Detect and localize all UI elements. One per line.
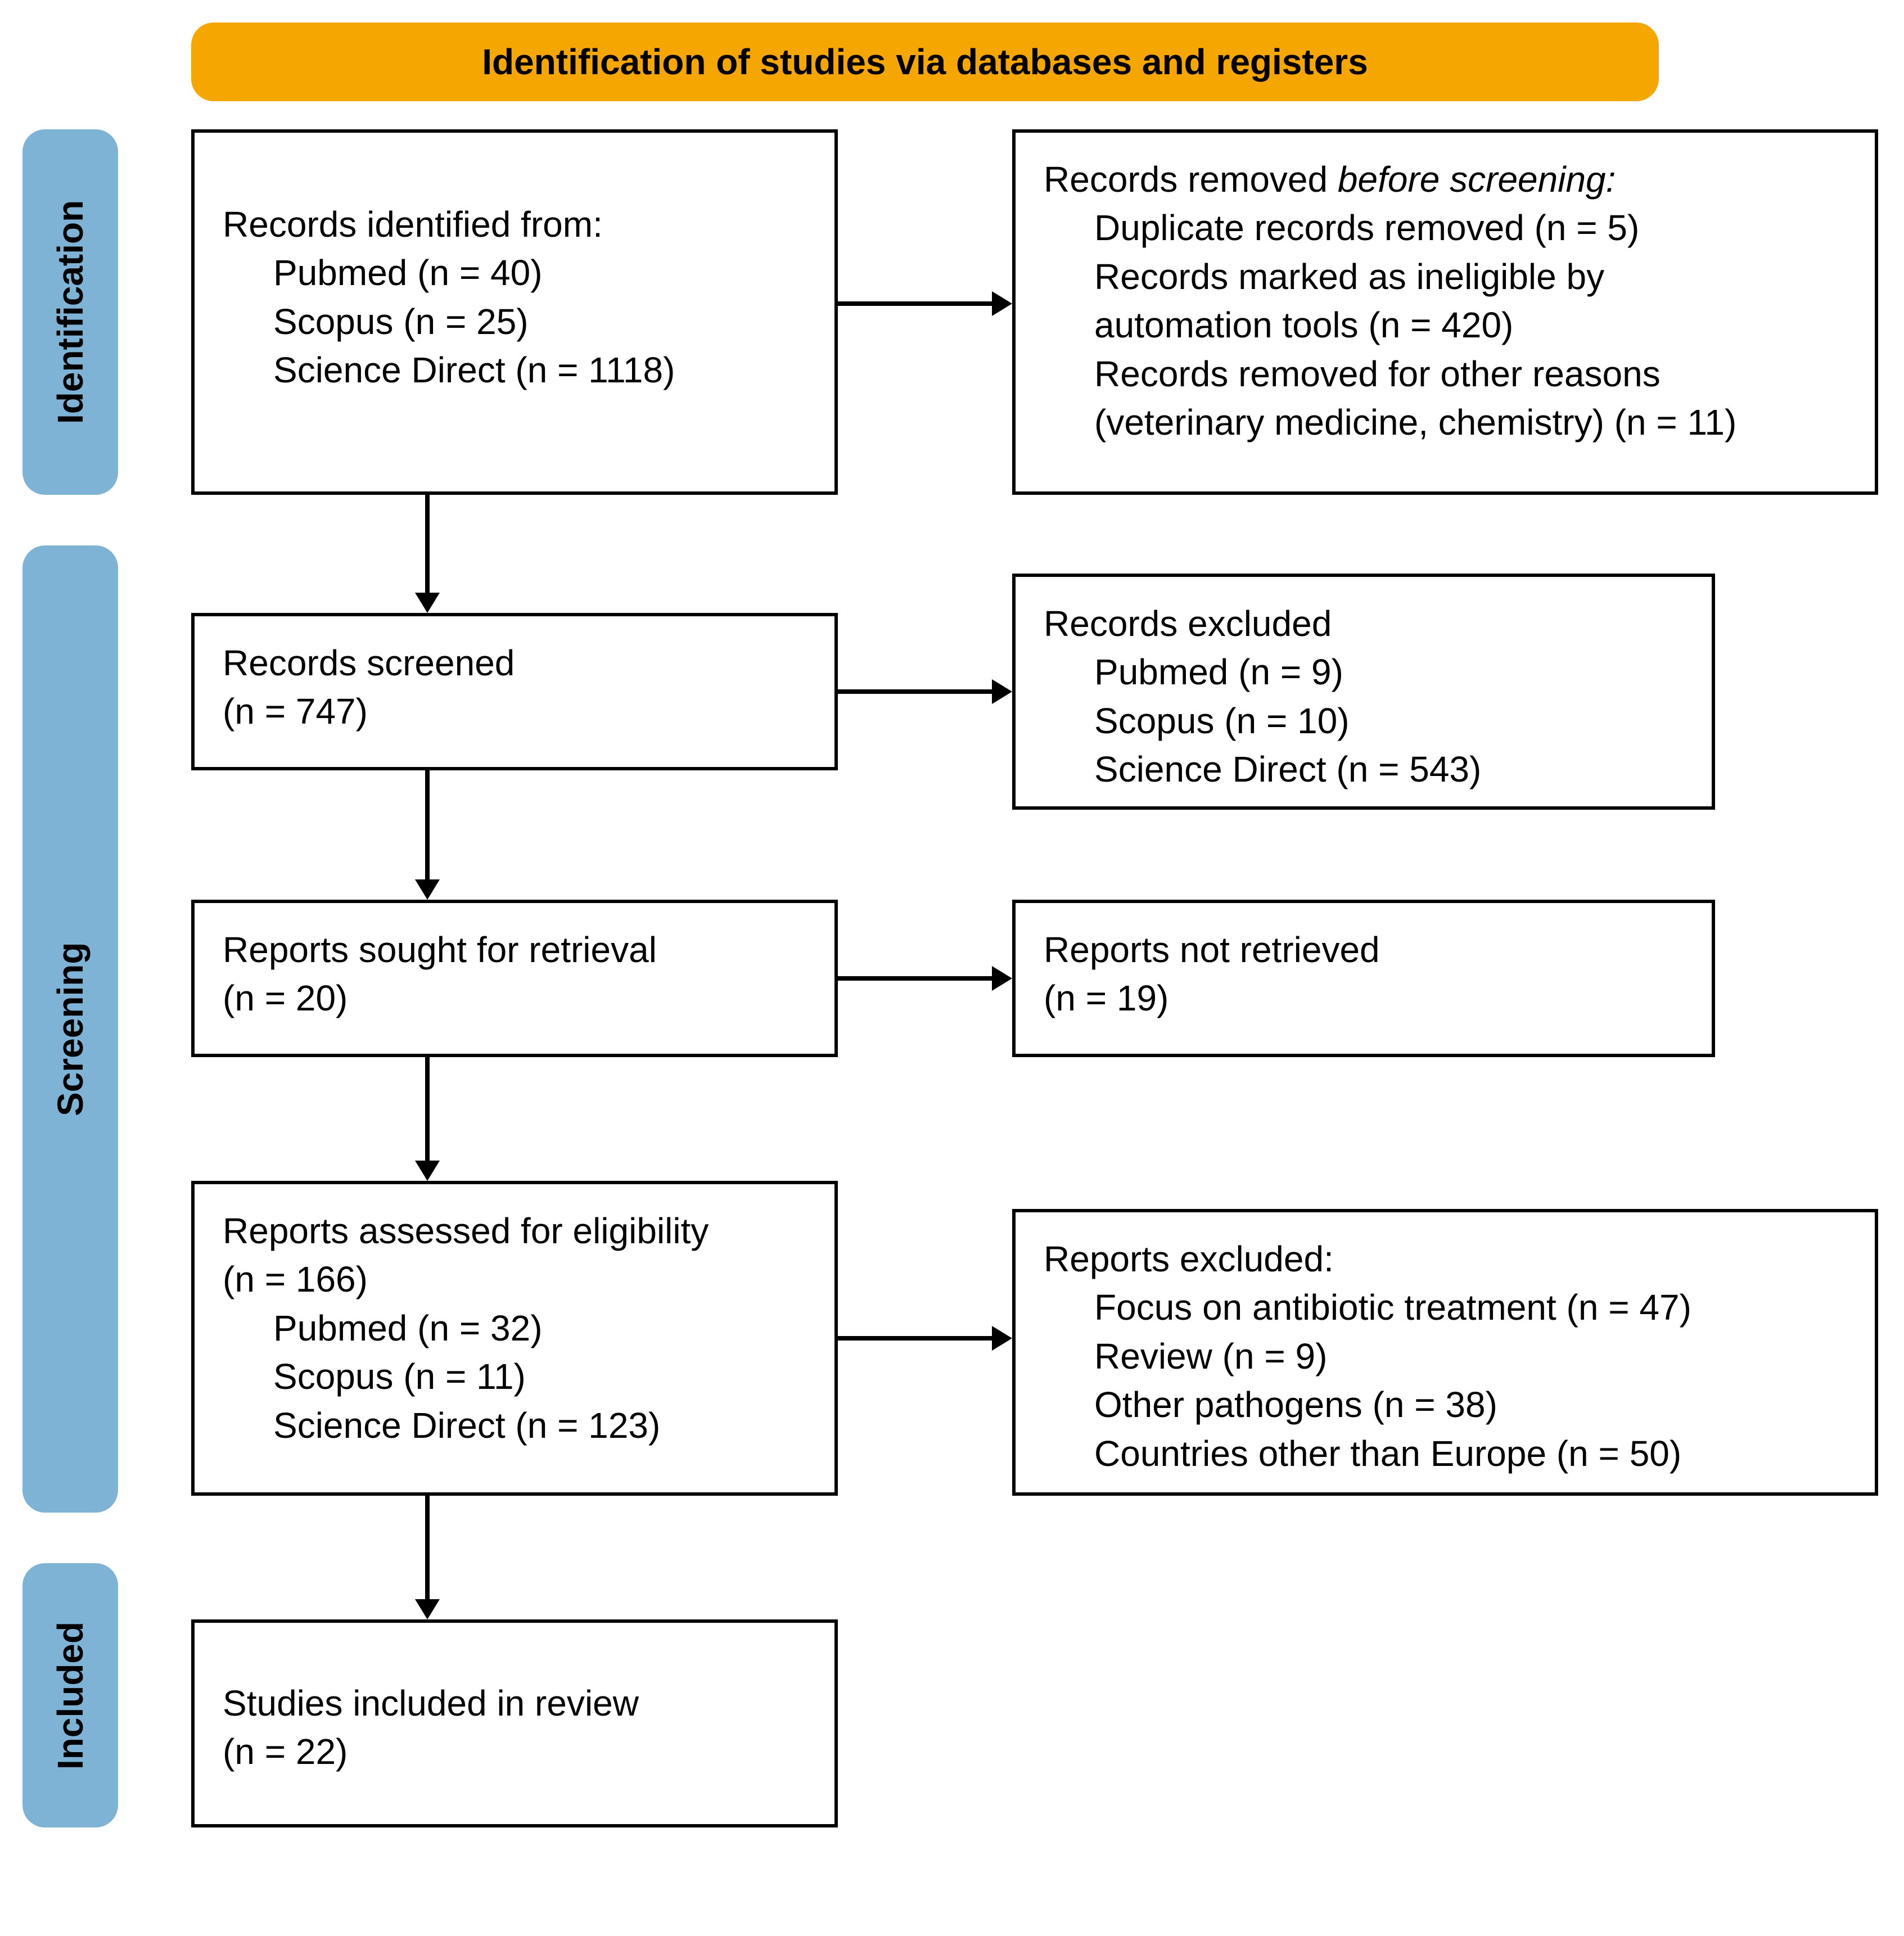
arrow-head-right-icon — [992, 966, 1012, 991]
box-item: Records removed for other reasons — [1044, 350, 1847, 398]
box-item: Pubmed (n = 32) — [223, 1304, 806, 1352]
box-item: (veterinary medicine, chemistry) (n = 11… — [1044, 398, 1847, 446]
box-title-italic: before screening: — [1338, 159, 1616, 200]
box-line2: (n = 22) — [223, 1727, 806, 1776]
arrow-line — [838, 689, 992, 694]
arrow-line — [838, 1336, 992, 1341]
box-subtitle: (n = 166) — [223, 1255, 806, 1303]
box-line2: (n = 20) — [223, 974, 806, 1022]
header-text: Identification of studies via databases … — [482, 41, 1368, 83]
box-title: Records identified from: — [223, 200, 806, 249]
box-item: Science Direct (n = 1118) — [223, 346, 806, 394]
box-reports-sought: Reports sought for retrieval(n = 20) — [191, 900, 838, 1057]
box-item: Pubmed (n = 9) — [1044, 648, 1684, 696]
arrow-head-down-icon — [415, 879, 440, 900]
arrow-line — [425, 495, 430, 593]
phase-label-text: Identification — [49, 200, 91, 424]
header-banner: Identification of studies via databases … — [191, 22, 1659, 101]
box-item: Duplicate records removed (n = 5) — [1044, 204, 1847, 252]
phase-label-included: Included — [22, 1563, 118, 1827]
box-item: Records marked as ineligible by — [1044, 252, 1847, 301]
box-item: Pubmed (n = 40) — [223, 249, 806, 297]
arrow-line — [425, 770, 430, 879]
box-records-identified: Records identified from:Pubmed (n = 40)S… — [191, 129, 838, 495]
box-item: Scopus (n = 10) — [1044, 697, 1684, 745]
box-item: Science Direct (n = 123) — [223, 1401, 806, 1450]
box-line1: Reports not retrieved — [1044, 926, 1684, 974]
arrow-head-right-icon — [992, 679, 1012, 704]
box-records-screened: Records screened(n = 747) — [191, 613, 838, 770]
phase-label-screening: Screening — [22, 545, 118, 1513]
box-reports-assessed: Reports assessed for eligibility(n = 166… — [191, 1181, 838, 1496]
box-line1: Records screened — [223, 639, 806, 687]
box-title: Records excluded — [1044, 599, 1684, 648]
box-line2: (n = 747) — [223, 687, 806, 735]
phase-label-text: Included — [49, 1621, 91, 1769]
box-studies-included: Studies included in review(n = 22) — [191, 1619, 838, 1827]
arrow-line — [838, 976, 992, 981]
box-item: Focus on antibiotic treatment (n = 47) — [1044, 1283, 1847, 1332]
arrow-line — [838, 301, 992, 306]
box-reports-excluded: Reports excluded:Focus on antibiotic tre… — [1012, 1209, 1878, 1496]
arrow-head-down-icon — [415, 593, 440, 613]
box-title: Reports assessed for eligibility — [223, 1207, 806, 1255]
box-records-excluded: Records excludedPubmed (n = 9)Scopus (n … — [1012, 574, 1715, 810]
box-line2: (n = 19) — [1044, 974, 1684, 1022]
box-records-removed-before-screening: Records removed before screening:Duplica… — [1012, 129, 1878, 495]
arrow-head-down-icon — [415, 1599, 440, 1619]
box-item: Scopus (n = 11) — [223, 1352, 806, 1401]
phase-label-text: Screening — [49, 942, 91, 1116]
box-line1: Studies included in review — [223, 1679, 806, 1727]
arrow-head-down-icon — [415, 1161, 440, 1181]
box-title: Records removed before screening: — [1044, 155, 1847, 204]
box-title-pre: Records removed — [1044, 159, 1338, 200]
box-item: Science Direct (n = 543) — [1044, 745, 1684, 793]
box-item: automation tools (n = 420) — [1044, 301, 1847, 349]
box-item: Scopus (n = 25) — [223, 297, 806, 346]
box-reports-not-retrieved: Reports not retrieved(n = 19) — [1012, 900, 1715, 1057]
arrow-line — [425, 1496, 430, 1599]
arrow-head-right-icon — [992, 291, 1012, 316]
box-item: Other pathogens (n = 38) — [1044, 1380, 1847, 1429]
phase-label-identification: Identification — [22, 129, 118, 495]
arrow-line — [425, 1057, 430, 1161]
arrow-head-right-icon — [992, 1326, 1012, 1351]
box-item: Countries other than Europe (n = 50) — [1044, 1429, 1847, 1478]
box-line1: Reports sought for retrieval — [223, 926, 806, 974]
box-title: Reports excluded: — [1044, 1235, 1847, 1283]
box-item: Review (n = 9) — [1044, 1332, 1847, 1380]
